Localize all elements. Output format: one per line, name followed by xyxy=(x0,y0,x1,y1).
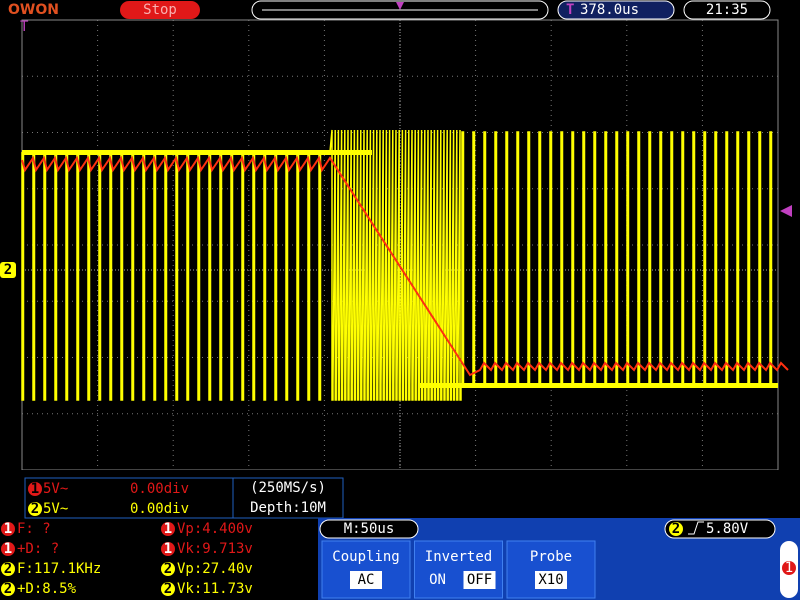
trigger-marker: T xyxy=(20,19,29,35)
ch1-waveform xyxy=(21,155,789,377)
channel-badge xyxy=(28,502,42,516)
menu-option[interactable]: AC xyxy=(358,572,375,588)
option-highlight[interactable] xyxy=(535,571,567,589)
status[interactable]: Stop xyxy=(143,2,177,18)
measurement: F:117.1KHz xyxy=(17,561,101,577)
option-highlight[interactable] xyxy=(463,571,496,589)
meas-badge xyxy=(161,522,175,536)
channel-offset: 0.00div xyxy=(130,501,189,517)
channel-scale: 5V~ xyxy=(43,501,68,517)
measurement: +D: ? xyxy=(17,541,59,557)
depth: Depth:10M xyxy=(250,500,326,516)
menu-option[interactable]: OFF xyxy=(467,572,492,588)
channel-rows: 1 5V~ 0.00div 2 5V~ 0.00div xyxy=(28,481,189,517)
meas-badge xyxy=(161,582,175,596)
logo: OWON xyxy=(8,2,59,18)
channel-panel xyxy=(24,477,234,519)
measurements: 1 F: ? 1 +D: ? 2 F:117.1KHz 2 +D:8.5% 1 Vp:4.400v… xyxy=(1,521,253,597)
option-highlight[interactable] xyxy=(350,571,382,589)
measurement: Vk:9.713v xyxy=(177,541,253,557)
sample-rate: (250MS/s) xyxy=(250,480,326,496)
meas-channel: 1 xyxy=(4,541,12,557)
measurement: F: ? xyxy=(17,521,51,537)
measurement: Vp:27.40v xyxy=(177,561,253,577)
trigger-channel: 2 xyxy=(672,521,680,537)
ch2-marker: 2 xyxy=(4,262,12,278)
meas-channel: 2 xyxy=(4,581,12,597)
channel-offset: 0.00div xyxy=(130,481,189,497)
trigger-level: 5.80V xyxy=(706,521,749,537)
trigger-level-marker xyxy=(780,205,792,217)
trigger-position: 378.0us xyxy=(580,2,639,18)
trigger-pos-pill xyxy=(557,0,675,20)
ch2-low-band xyxy=(420,383,778,388)
trigger-channel-badge xyxy=(669,522,683,536)
trigger-edge-icon xyxy=(688,521,704,535)
channel-scale: 5V~ xyxy=(43,481,68,497)
menu-buttons: Coupling AC Inverted ON OFF Probe X10 xyxy=(321,540,596,599)
menu-label[interactable]: Inverted xyxy=(425,549,492,565)
ch2-waveform xyxy=(21,129,778,401)
status-pill[interactable] xyxy=(120,1,200,19)
waveforms xyxy=(21,129,789,401)
menu-option[interactable]: ON xyxy=(429,572,446,588)
channel-number: 2 xyxy=(31,501,39,517)
meas-channel: 1 xyxy=(164,541,172,557)
menu-label[interactable]: Coupling xyxy=(332,549,399,565)
menu-page[interactable]: 1 xyxy=(785,560,793,576)
meas-channel: 2 xyxy=(164,561,172,577)
memory-marker xyxy=(396,2,404,10)
meas-badge xyxy=(161,542,175,556)
meas-channel: 2 xyxy=(4,561,12,577)
meas-channel: 2 xyxy=(164,581,172,597)
timebase: M:50us xyxy=(344,521,395,537)
clock-pill xyxy=(683,0,771,20)
meas-channel: 1 xyxy=(164,521,172,537)
ch2-marker-bg xyxy=(0,262,16,278)
measurement: Vk:11.73v xyxy=(177,581,253,597)
meas-channel: 1 xyxy=(4,521,12,537)
channel-number: 1 xyxy=(31,481,39,497)
meas-badge xyxy=(1,562,15,576)
meas-badge xyxy=(161,562,175,576)
menu-label[interactable]: Probe xyxy=(530,549,572,565)
measurement: Vp:4.400v xyxy=(177,521,253,537)
acq-panel xyxy=(232,477,344,519)
meas-badge xyxy=(1,582,15,596)
trigger-pos-icon: T xyxy=(566,2,574,18)
timebase-pill xyxy=(319,519,419,539)
menu-option[interactable]: X10 xyxy=(538,572,563,588)
meas-badge xyxy=(1,542,15,556)
menu-page-badge[interactable] xyxy=(782,561,796,575)
channel-badge xyxy=(28,482,42,496)
measurement: +D:8.5% xyxy=(17,581,77,597)
clock: 21:35 xyxy=(706,2,748,18)
meas-badge xyxy=(1,522,15,536)
ch2-high-band xyxy=(22,150,372,155)
